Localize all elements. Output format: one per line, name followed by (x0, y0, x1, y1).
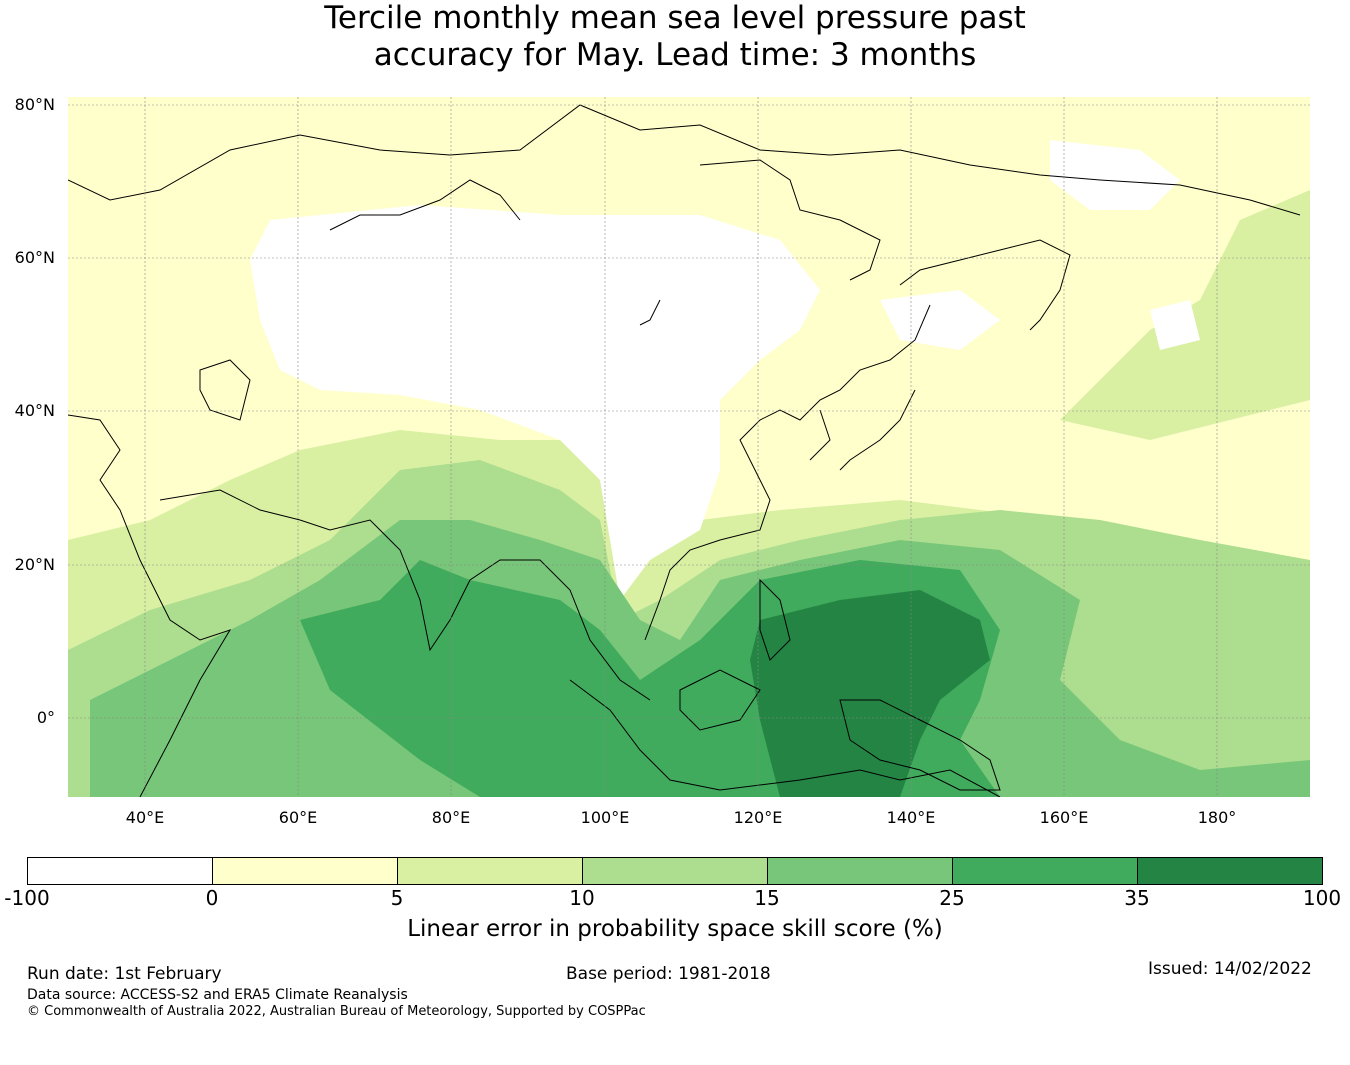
chart-title: Tercile monthly mean sea level pressure … (0, 0, 1350, 74)
lon-label: 120°E (734, 808, 783, 827)
colorbar-tick: 5 (390, 886, 404, 910)
negative-skill-main (250, 205, 820, 600)
negative-skill-northeast (1050, 140, 1180, 210)
run-date: Run date: 1st February (27, 964, 222, 984)
lat-label: 0° (37, 708, 55, 727)
lon-label: 100°E (581, 808, 630, 827)
title-line-2: accuracy for May. Lead time: 3 months (373, 37, 977, 73)
lon-label: 140°E (887, 808, 936, 827)
colorbar-segment (398, 858, 583, 884)
colorbar-label: Linear error in probability space skill … (407, 916, 943, 942)
coastlines (68, 104, 1301, 797)
lon-label: 40°E (126, 808, 164, 827)
negative-skill-pacific (1150, 300, 1200, 350)
skill-score-map: 80°N 60°N 40°N 20°N 0° 40°E 60°E 80°E 10… (15, 95, 1310, 827)
colorbar-tick: 100 (1302, 886, 1342, 910)
data-source: Data source: ACCESS-S2 and ERA5 Climate … (27, 987, 408, 1003)
lon-labels: 40°E 60°E 80°E 100°E 120°E 140°E 160°E 1… (126, 808, 1237, 827)
lat-labels: 80°N 60°N 40°N 20°N 0° (15, 95, 55, 727)
lon-label: 60°E (279, 808, 317, 827)
colorbar-segment (768, 858, 953, 884)
colorbar-tick: 15 (754, 886, 780, 910)
title-line-1: Tercile monthly mean sea level pressure … (324, 0, 1026, 36)
skill-band-35-100 (750, 590, 990, 797)
lon-label: 160°E (1040, 808, 1089, 827)
colorbar-tick: 0 (205, 886, 219, 910)
colorbar-segment (213, 858, 398, 884)
colorbar-tick: 35 (1124, 886, 1150, 910)
colorbar-tick: 25 (939, 886, 965, 910)
lat-label: 60°N (15, 248, 55, 267)
colorbar-segment (583, 858, 768, 884)
lon-label: 180° (1198, 808, 1237, 827)
lon-label: 80°E (432, 808, 470, 827)
copyright: © Commonwealth of Australia 2022, Austra… (27, 1004, 646, 1019)
colorbar-segment (953, 858, 1138, 884)
negative-skill-okhotsk (880, 290, 1000, 350)
colorbar-tick: -100 (4, 886, 50, 910)
colorbar-segment (28, 858, 213, 884)
lat-label: 20°N (15, 555, 55, 574)
lat-label: 40°N (15, 401, 55, 420)
colorbar-tick: 10 (569, 886, 595, 910)
colorbar (27, 857, 1323, 885)
map-area (68, 97, 1310, 797)
graticule (68, 97, 1310, 797)
lat-label: 80°N (15, 95, 55, 114)
base-period: Base period: 1981-2018 (566, 964, 771, 984)
colorbar-segment (1138, 858, 1322, 884)
issued-date: Issued: 14/02/2022 (1148, 959, 1312, 979)
